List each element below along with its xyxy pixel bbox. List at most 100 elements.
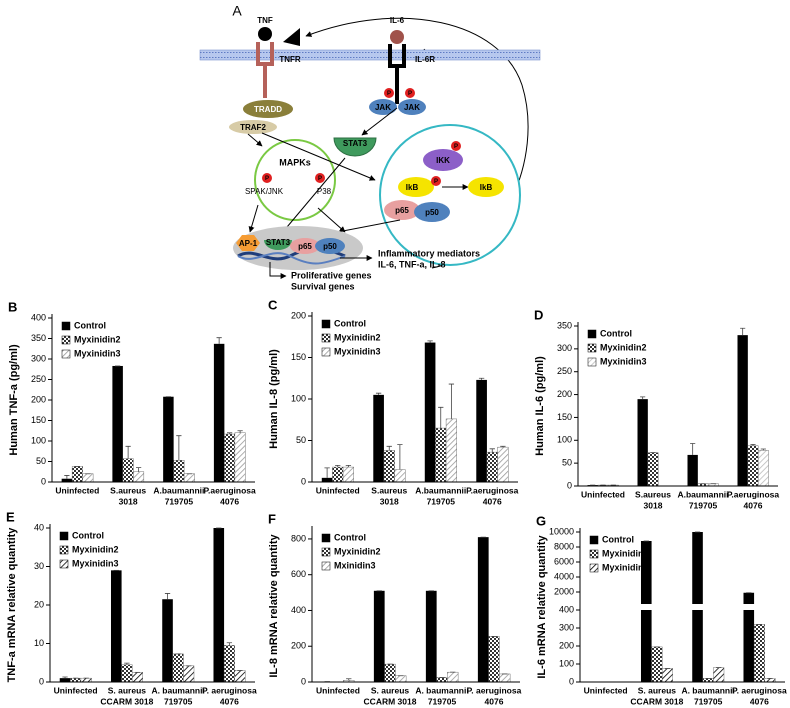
bar: [753, 624, 765, 683]
bar: [488, 636, 500, 683]
x-tick-label: 3018: [119, 496, 138, 506]
x-tick-label: 719705: [428, 696, 457, 706]
y-tick-label: 400: [559, 604, 574, 614]
p65: [290, 238, 320, 254]
error-bar: [164, 593, 171, 600]
label: P: [454, 144, 458, 150]
bar: [647, 452, 659, 487]
y-tick-label: 350: [557, 320, 572, 330]
y-tick-label: 250: [557, 366, 572, 376]
axis: [311, 312, 518, 483]
error-bar: [438, 406, 444, 429]
bar: [213, 343, 225, 482]
bar: [425, 590, 437, 682]
label: TNFR: [279, 55, 301, 64]
bar: [713, 667, 725, 683]
axis: [49, 524, 255, 683]
p50: [414, 202, 450, 222]
error-bar: [640, 396, 646, 400]
legend-swatch: [59, 559, 69, 569]
y-axis-title: Human IL-6 (pg/ml): [534, 356, 546, 456]
legend-swatch: [321, 333, 331, 343]
y-tick-label: 200: [31, 394, 46, 404]
x-tick-label: 4076: [744, 500, 763, 510]
label: TRAF2: [240, 123, 266, 132]
x-tick-label: S.aureus: [371, 485, 407, 495]
bar: [234, 670, 246, 683]
x-tick-label: S.aureus: [635, 489, 671, 499]
x-tick-label: Uninfected: [54, 685, 98, 695]
label: Survival genes: [291, 281, 355, 291]
panel-label: B: [8, 299, 17, 314]
error-bar: [216, 337, 222, 344]
y-tick-label: 40: [34, 522, 44, 532]
label: MAPKs: [279, 157, 311, 167]
label: TRADD: [254, 105, 282, 114]
legend-swatch: [589, 549, 599, 559]
bar: [373, 394, 384, 482]
bar: [445, 418, 457, 483]
error-bar: [346, 678, 352, 681]
panel-label: D: [534, 307, 543, 322]
p65: [384, 200, 420, 220]
label: IL-6: [390, 16, 405, 25]
legend-swatch: [59, 545, 69, 555]
bar: [640, 541, 652, 682]
y-tick-label: 100: [559, 658, 574, 668]
y-tick-label: 400: [31, 312, 46, 322]
panel-label: F: [268, 511, 276, 526]
arrow: [261, 132, 376, 181]
y-axis-title: Human TNF-a (pg/ml): [8, 344, 20, 456]
error-bar: [427, 340, 433, 343]
x-tick-label: 719705: [164, 696, 193, 706]
phospho: [315, 173, 325, 183]
x-tick-label: 4076: [220, 696, 239, 706]
legend-swatch: [589, 535, 599, 545]
arrow: [317, 207, 346, 233]
x-tick-label: P. aeruginosa: [732, 685, 787, 695]
y-tick-label: 6000: [554, 556, 574, 566]
label: Proliferative genes: [291, 270, 372, 280]
legend-swatch: [587, 343, 597, 353]
x-tick-label: A. baumannii: [415, 685, 468, 695]
bar: [61, 478, 73, 482]
axis: [311, 526, 520, 683]
legend-label: Control: [334, 318, 366, 328]
y-tick-label: 2000: [554, 586, 574, 596]
y-tick-label: 20: [34, 599, 44, 609]
error-bar: [478, 377, 485, 380]
error-bar: [345, 465, 352, 468]
bar: [747, 445, 759, 487]
label: p65: [298, 242, 312, 251]
error-bar: [489, 448, 495, 453]
arrow: [247, 133, 263, 147]
y-tick-label: 50: [36, 456, 46, 466]
legend-label: Control: [602, 534, 634, 544]
x-tick-label: S. aureus: [108, 685, 147, 695]
legend-label: Control: [72, 530, 104, 540]
panel-label: A: [232, 3, 242, 19]
y-tick-label: 100: [557, 435, 572, 445]
y-tick-label: 200: [291, 310, 306, 320]
axis: [579, 528, 785, 683]
x-tick-label: P.aeruginosa: [466, 485, 519, 495]
label: P38: [317, 187, 332, 196]
bar: [70, 677, 82, 683]
label: IkB: [406, 183, 419, 192]
x-tick-label: 3018: [380, 496, 399, 506]
error-bar: [176, 435, 182, 461]
legend-label: Myxinidin2: [600, 342, 647, 352]
label: IL-6, TNF-a, IL-8: [378, 259, 446, 269]
error-bar: [750, 444, 756, 446]
y-tick-label: 150: [31, 415, 46, 425]
bar: [499, 673, 511, 683]
x-tick-label: S.aureus: [110, 485, 146, 495]
legend-label: Myxinidin2: [334, 546, 381, 556]
bar: [395, 675, 407, 683]
label: SPAK/JNK: [245, 187, 284, 196]
legend-label: Myxinidin3: [600, 356, 647, 366]
arrowhead: [283, 28, 300, 46]
error-bar: [690, 443, 696, 455]
x-tick-label: A. baumannii: [151, 685, 204, 695]
y-tick-label: 8000: [554, 541, 574, 551]
